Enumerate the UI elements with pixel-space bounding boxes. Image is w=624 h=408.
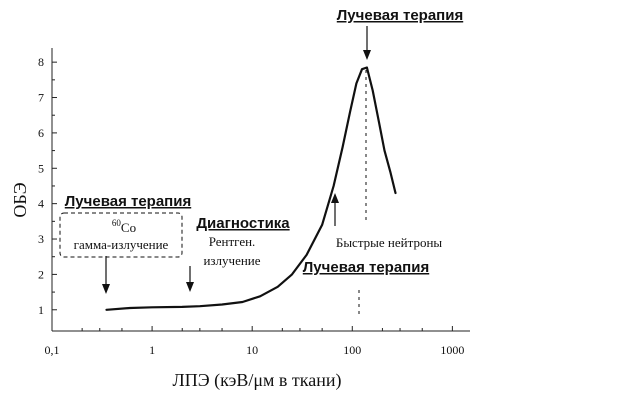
curve-point — [383, 150, 386, 152]
fast-neutrons-text: Быстрые нейтроны — [336, 235, 443, 250]
curve-point — [372, 89, 374, 92]
curve-point — [333, 185, 335, 187]
y-tick-label: 5 — [38, 161, 44, 175]
cobalt-label: 60Co — [112, 218, 136, 235]
cobalt-box — [59, 212, 183, 258]
bottom-therapy-heading: Лучевая терапия — [303, 259, 429, 276]
y-tick-label: 7 — [38, 91, 44, 105]
curve-point — [241, 301, 244, 303]
curve-point — [151, 306, 153, 308]
peak-arrow-head — [363, 50, 371, 60]
curve-point — [259, 295, 261, 297]
curve-point — [366, 66, 368, 69]
y-axis-title: ОБЭ — [10, 182, 30, 217]
curve-point — [105, 309, 108, 311]
cobalt-arrow-head — [102, 284, 110, 294]
xray-line2: излучение — [203, 253, 260, 268]
x-tick-label: 10 — [246, 343, 258, 357]
curve-point — [221, 303, 223, 306]
curve-point — [321, 224, 323, 226]
peak-therapy-heading: Лучевая терапия — [337, 7, 463, 24]
cobalt-gamma-text: гамма-излучение — [74, 237, 169, 252]
curve-point — [129, 307, 131, 309]
curve-point — [181, 306, 183, 308]
left-therapy-heading: Лучевая терапия — [65, 193, 191, 210]
y-tick-label: 6 — [38, 126, 44, 140]
chart-ticks: 0,1 1 10 100 1000 1 2 3 4 5 6 7 8 — [38, 55, 464, 357]
curve-point — [291, 273, 293, 275]
curve-point — [342, 146, 344, 148]
curve-point — [306, 254, 308, 256]
chart-annotations: ОБЭ ЛПЭ (кэВ/μм в ткани) Лучевая терапия… — [10, 7, 463, 391]
xray-line1: Рентген. — [209, 234, 256, 249]
x-tick-label: 1000 — [440, 343, 464, 357]
curve-point — [277, 286, 279, 288]
curve-point — [394, 192, 397, 194]
curve-point — [199, 305, 201, 307]
x-axis-title: ЛПЭ (кэВ/μм в ткани) — [173, 370, 342, 391]
y-tick-label: 3 — [38, 232, 44, 246]
neutron-arrow-head — [331, 193, 339, 203]
y-tick-label: 2 — [38, 267, 44, 281]
curve-point — [361, 68, 363, 70]
chart-axes — [51, 48, 470, 332]
chart-curve-layer — [105, 66, 397, 311]
xray-arrow-head — [186, 282, 194, 292]
cobalt-mass-number: 60 — [112, 218, 122, 228]
x-tick-label: 100 — [343, 343, 361, 357]
cobalt-symbol: Co — [121, 220, 136, 235]
x-tick-label: 0,1 — [45, 343, 60, 357]
x-tick-label: 1 — [149, 343, 155, 357]
curve-point — [355, 82, 357, 84]
y-tick-label: 4 — [38, 197, 44, 211]
diagnostics-heading: Диагностика — [196, 215, 290, 232]
curve-point — [389, 171, 391, 173]
y-tick-label: 1 — [38, 303, 44, 317]
y-tick-label: 8 — [38, 55, 44, 69]
curve-point — [378, 121, 380, 123]
curve-point — [349, 111, 351, 113]
